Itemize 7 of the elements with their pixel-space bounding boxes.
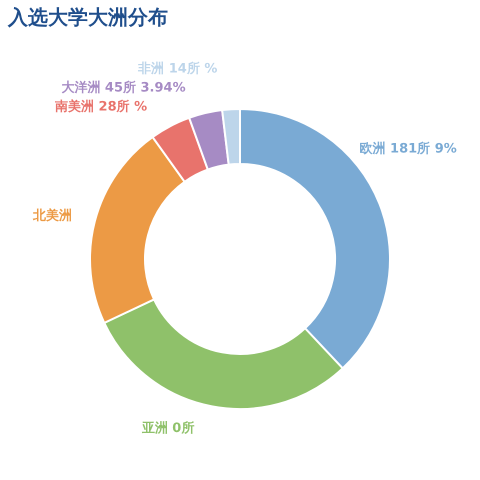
category-label: 大洋洲 45所 3.94% bbox=[61, 80, 186, 96]
chart-title: 入选大学大洲分布 bbox=[7, 5, 168, 29]
category-label: 非洲 14所 % bbox=[138, 62, 218, 77]
slice-label: 北美洲 bbox=[32, 208, 72, 224]
category-label: 亚洲 0所 bbox=[142, 420, 194, 436]
category-label: 南美洲 28所 % bbox=[54, 100, 148, 115]
category-label: 欧洲 181所 9% bbox=[360, 142, 457, 157]
